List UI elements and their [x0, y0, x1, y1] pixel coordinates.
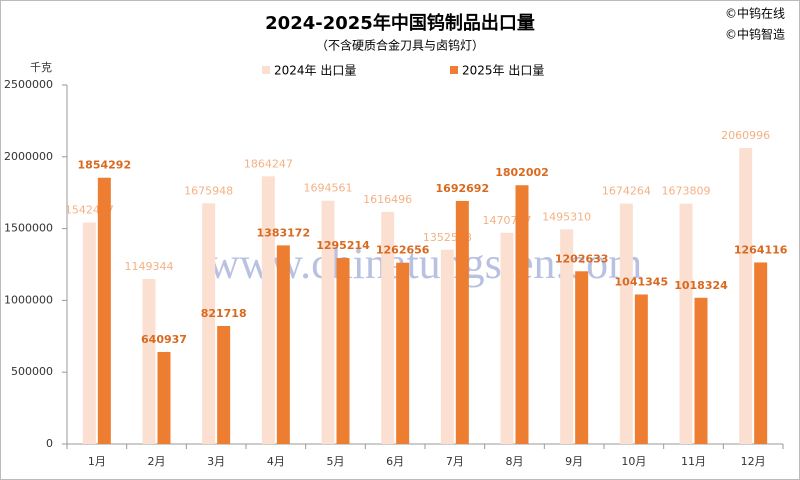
value-label: 1864247	[244, 157, 293, 170]
bar	[396, 262, 410, 444]
bar	[560, 229, 574, 444]
value-label: 1673809	[662, 185, 711, 198]
bar	[739, 148, 753, 445]
x-tick-label: 1月	[88, 455, 106, 468]
bar	[82, 222, 96, 444]
bar	[694, 297, 708, 444]
bar	[619, 203, 633, 444]
x-tick-label: 4月	[267, 455, 285, 468]
bar	[455, 200, 469, 444]
x-tick-label: 3月	[207, 455, 225, 468]
bar	[202, 203, 216, 444]
x-tick-label: 11月	[681, 455, 706, 468]
value-label: 1694561	[304, 182, 353, 195]
x-tick-label: 9月	[565, 455, 583, 468]
value-label: 821718	[201, 307, 247, 320]
bar	[440, 249, 454, 444]
x-tick-label: 12月	[741, 455, 766, 468]
x-tick-label: 8月	[506, 455, 524, 468]
x-tick-label: 2月	[148, 455, 166, 468]
bar	[634, 294, 648, 444]
bar	[679, 203, 693, 444]
value-label: 1495310	[542, 210, 591, 223]
value-label: 1802002	[495, 166, 549, 179]
x-tick-label: 10月	[621, 455, 646, 468]
y-tick-label: 0	[46, 437, 53, 450]
value-label: 1295214	[316, 239, 370, 252]
y-tick-label: 2500000	[4, 78, 53, 91]
bar	[321, 200, 335, 444]
bar	[217, 326, 231, 444]
bar	[500, 232, 514, 444]
x-tick-label: 7月	[446, 455, 464, 468]
x-tick-label: 6月	[386, 455, 404, 468]
value-label: 1018324	[674, 279, 728, 292]
value-label: 1675948	[184, 184, 233, 197]
y-tick-label: 2000000	[4, 150, 53, 163]
bar	[261, 176, 275, 444]
legend-swatch	[262, 66, 270, 74]
value-label: 1262656	[376, 244, 430, 257]
legend-swatch	[450, 66, 458, 74]
value-label: 1041345	[615, 275, 669, 288]
bar	[515, 185, 529, 444]
bar	[97, 177, 111, 444]
value-label: 1616496	[363, 193, 412, 206]
value-label: 1383172	[257, 226, 311, 239]
y-tick-label: 500000	[11, 365, 53, 378]
value-label: 1692692	[436, 182, 490, 195]
x-tick-label: 5月	[327, 455, 345, 468]
value-label: 1264116	[734, 243, 788, 256]
value-label: 1202633	[555, 252, 609, 265]
y-tick-label: 1000000	[4, 293, 53, 306]
legend-label: 2024年 出口量	[274, 64, 356, 78]
legend-label: 2025年 出口量	[462, 64, 544, 78]
copyright: ©中钨智造	[725, 27, 785, 42]
y-axis-label: 千克	[30, 61, 52, 74]
value-label: 1674264	[602, 185, 651, 198]
y-tick-label: 1500000	[4, 222, 53, 235]
bar	[142, 278, 156, 444]
bar	[381, 211, 395, 444]
bar	[754, 262, 768, 444]
value-label: 1854292	[78, 159, 132, 172]
value-label: 2060996	[721, 129, 770, 142]
bar	[336, 258, 350, 444]
chart-subtitle: （不含硬质合金刀具与卤钨灯）	[316, 38, 484, 53]
value-label: 640937	[141, 333, 187, 346]
bar	[575, 271, 589, 444]
chart-title: 2024-2025年中国钨制品出口量	[265, 12, 535, 34]
copyright: ©中钨在线	[725, 6, 785, 21]
value-label: 1149344	[125, 260, 174, 273]
bar	[157, 351, 171, 444]
bar	[276, 245, 290, 444]
